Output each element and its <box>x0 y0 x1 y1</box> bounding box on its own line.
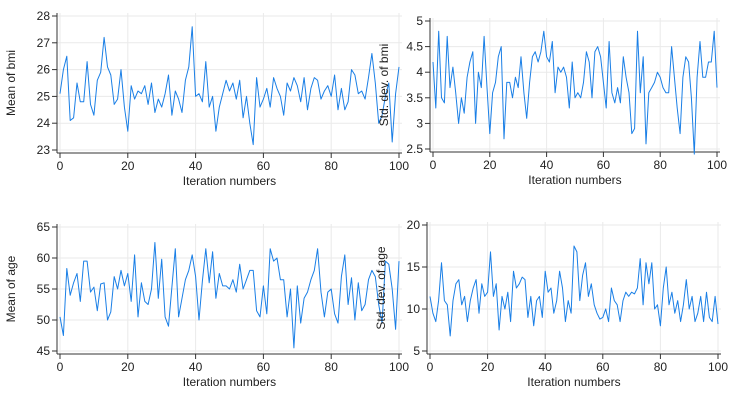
grid-lines <box>427 222 721 354</box>
y-tick-label: 50 <box>37 313 51 327</box>
y-tick-label: 23 <box>37 143 51 157</box>
x-tick-label: 60 <box>257 360 271 374</box>
y-tick-label: 3.5 <box>406 91 423 105</box>
x-tick-label: 80 <box>654 158 668 172</box>
x-tick-label: 40 <box>540 158 554 172</box>
x-tick-label: 20 <box>483 158 497 172</box>
x-axis-title: Iteration numbers <box>183 174 276 188</box>
y-tick-label: 25 <box>37 89 51 103</box>
x-tick-label: 100 <box>389 360 409 374</box>
y-tick-label: 4.5 <box>406 40 423 54</box>
y-ticks: 23 24 25 26 27 28 <box>37 9 57 157</box>
y-tick-label: 5 <box>416 14 423 28</box>
x-tick-label: 80 <box>325 159 339 173</box>
x-axis-title: Iteration numbers <box>183 375 276 389</box>
x-tick-label: 20 <box>121 360 135 374</box>
x-tick-label: 0 <box>430 158 437 172</box>
x-ticks: 0 20 40 60 80 100 <box>427 354 728 374</box>
y-tick-label: 60 <box>37 251 51 265</box>
x-tick-label: 20 <box>121 159 135 173</box>
x-tick-label: 100 <box>707 158 727 172</box>
y-axis-title: Std. dev. of age <box>374 246 388 329</box>
x-tick-label: 40 <box>189 159 203 173</box>
y-axis-title: Mean of age <box>4 255 18 322</box>
y-tick-label: 20 <box>407 218 421 232</box>
x-axis-title: Iteration numbers <box>527 375 620 389</box>
x-tick-label: 80 <box>325 360 339 374</box>
y-ticks: 2.5 3 3.5 4 4.5 5 <box>406 14 430 156</box>
series <box>59 26 400 146</box>
y-tick-label: 28 <box>37 9 51 23</box>
series-line <box>432 30 718 155</box>
series <box>59 242 400 349</box>
series-line <box>59 26 400 146</box>
x-axis-title: Iteration numbers <box>528 173 621 187</box>
y-tick-label: 3 <box>416 116 423 130</box>
y-tick-label: 15 <box>407 260 421 274</box>
x-tick-label: 0 <box>427 360 434 374</box>
panel-mean-of-bmi: 23 24 25 26 27 28 0 20 40 60 80 100 Mean of bmi It… <box>4 9 409 188</box>
x-ticks: 0 20 40 60 80 100 <box>430 152 727 172</box>
y-tick-label: 2.5 <box>406 142 423 156</box>
x-tick-label: 100 <box>708 360 728 374</box>
y-ticks: 45 50 55 60 65 <box>37 220 57 358</box>
y-tick-label: 10 <box>407 302 421 316</box>
x-tick-label: 100 <box>389 159 409 173</box>
series <box>429 245 719 337</box>
y-tick-label: 27 <box>37 36 51 50</box>
panel-mean-of-age: 45 50 55 60 65 0 20 40 60 80 100 Mean of age Iter… <box>4 220 409 389</box>
x-tick-label: 40 <box>539 360 553 374</box>
x-tick-label: 80 <box>654 360 668 374</box>
y-tick-label: 4 <box>416 65 423 79</box>
y-tick-label: 65 <box>37 220 51 234</box>
y-tick-label: 55 <box>37 282 51 296</box>
series-line <box>429 245 719 337</box>
y-axis-title: Std. dev. of bmi <box>377 44 391 126</box>
x-tick-label: 0 <box>57 159 64 173</box>
grid-lines <box>57 13 402 153</box>
series <box>432 30 718 155</box>
x-tick-label: 60 <box>597 158 611 172</box>
x-ticks: 0 20 40 60 80 100 <box>57 354 409 374</box>
x-tick-label: 60 <box>257 159 271 173</box>
x-tick-label: 0 <box>57 360 64 374</box>
y-ticks: 5 10 15 20 <box>407 218 427 358</box>
series-line <box>59 242 400 349</box>
panel-std-dev-of-bmi: 2.5 3 3.5 4 4.5 5 0 20 40 60 80 100 Std. dev. of b… <box>377 14 727 187</box>
x-tick-label: 40 <box>189 360 203 374</box>
y-tick-label: 45 <box>37 344 51 358</box>
y-tick-label: 5 <box>413 344 420 358</box>
y-tick-label: 24 <box>37 116 51 130</box>
x-ticks: 0 20 40 60 80 100 <box>57 153 409 173</box>
x-tick-label: 20 <box>481 360 495 374</box>
x-tick-label: 60 <box>596 360 610 374</box>
y-tick-label: 26 <box>37 63 51 77</box>
panel-std-dev-of-age: 5 10 15 20 0 20 40 60 80 100 Std. dev. of age It… <box>374 218 728 389</box>
y-axis-title: Mean of bmi <box>4 50 18 116</box>
